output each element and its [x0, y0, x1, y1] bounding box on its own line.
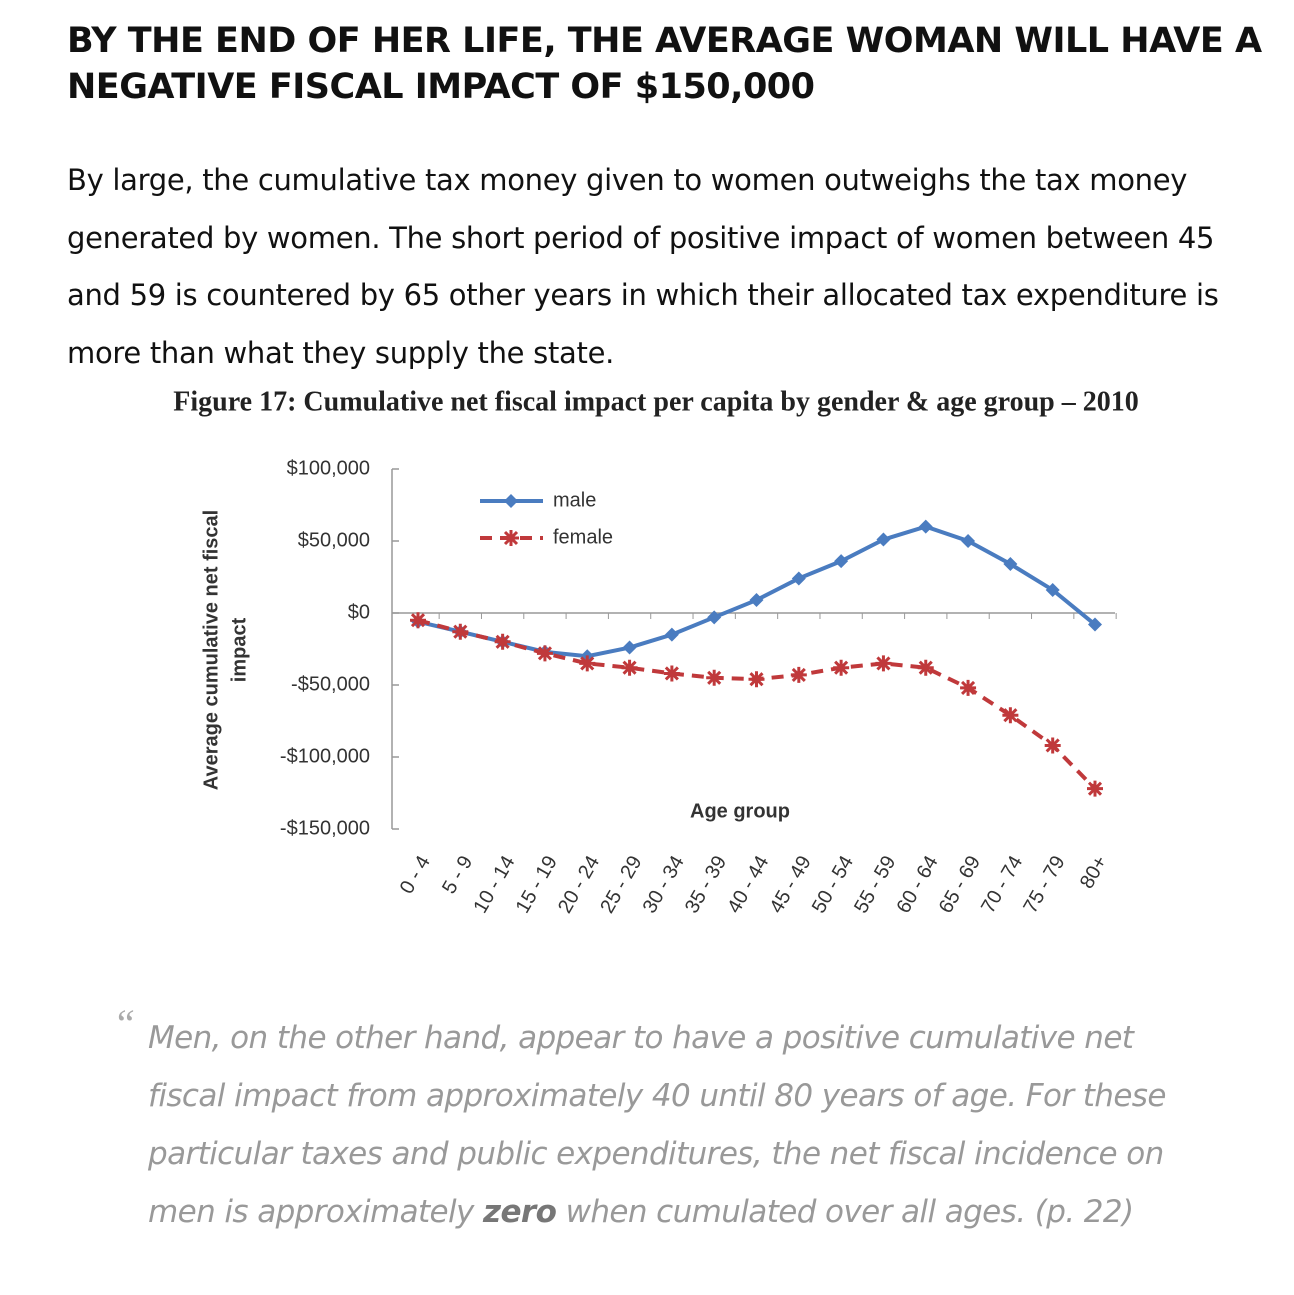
marker: [622, 640, 637, 655]
marker: [706, 669, 723, 686]
marker: [579, 655, 596, 672]
marker: [1088, 617, 1102, 632]
marker: [663, 665, 680, 682]
marker: [748, 671, 765, 688]
chart: Figure 17: Cumulative net fiscal impact …: [173, 386, 1138, 917]
paragraph: By large, the cumulative tax money given…: [67, 163, 1219, 370]
y-tick-label: $0: [348, 601, 370, 623]
marker: [917, 659, 934, 676]
marker: [960, 679, 977, 696]
y-tick-label: $50,000: [298, 529, 370, 551]
series-line: [417, 618, 1097, 791]
y-axis-label: Average cumulative net fiscal: [200, 510, 222, 791]
marker: [504, 494, 518, 508]
y-tick-label: -$100,000: [280, 745, 370, 767]
y-tick-label: -$150,000: [280, 817, 370, 839]
series-line: [417, 524, 1097, 659]
marker: [1087, 780, 1103, 797]
marker: [791, 571, 806, 586]
marker: [621, 659, 638, 676]
marker: [833, 659, 850, 676]
marker: [876, 532, 891, 547]
marker: [834, 554, 849, 569]
marker: [494, 633, 511, 650]
marker: [410, 612, 426, 629]
legend-label: male: [553, 489, 596, 511]
x-axis-label: Age group: [690, 800, 790, 822]
marker: [918, 519, 933, 534]
x-tick-label: 5 - 9: [438, 852, 477, 898]
chart-title: Figure 17: Cumulative net fiscal impact …: [173, 386, 1138, 417]
marker: [1044, 737, 1061, 754]
marker: [452, 623, 469, 640]
x-tick-label: 0 - 4: [396, 852, 435, 898]
marker: [536, 645, 553, 662]
marker: [875, 655, 892, 672]
marker: [790, 666, 807, 683]
marker: [1002, 707, 1019, 724]
heading: BY THE END OF HER LIFE, THE AVERAGE WOMA…: [67, 21, 1262, 107]
legend-label: female: [553, 526, 613, 548]
quote-mark: “: [113, 1001, 136, 1046]
y-tick-label: -$50,000: [291, 673, 370, 695]
quote: Men, on the other hand, appear to have a…: [148, 1009, 1208, 1241]
y-tick-label: $100,000: [287, 457, 370, 479]
y-axis-label: impact: [228, 617, 250, 682]
marker: [749, 593, 764, 608]
marker: [1045, 582, 1060, 597]
quote-text: when cumulated over all ages. (p. 22): [556, 1194, 1135, 1230]
quote-text: Men, on the other hand, appear to have a…: [148, 1020, 1166, 1230]
x-tick-label: 80+: [1076, 852, 1112, 892]
marker: [664, 627, 679, 642]
marker: [961, 534, 976, 548]
marker: [503, 530, 519, 546]
marker: [1003, 557, 1018, 572]
marker: [707, 610, 722, 625]
quote-bold: zero: [483, 1194, 557, 1230]
x-tick-label: 75 - 79: [1019, 852, 1069, 917]
